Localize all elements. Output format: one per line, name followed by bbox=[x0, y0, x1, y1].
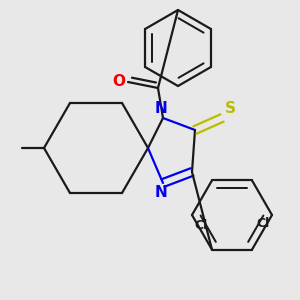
Text: N: N bbox=[154, 101, 167, 116]
Text: Cl: Cl bbox=[194, 219, 207, 232]
Text: N: N bbox=[154, 185, 167, 200]
Text: O: O bbox=[112, 74, 125, 89]
Text: Cl: Cl bbox=[257, 217, 270, 230]
Text: S: S bbox=[225, 101, 236, 116]
